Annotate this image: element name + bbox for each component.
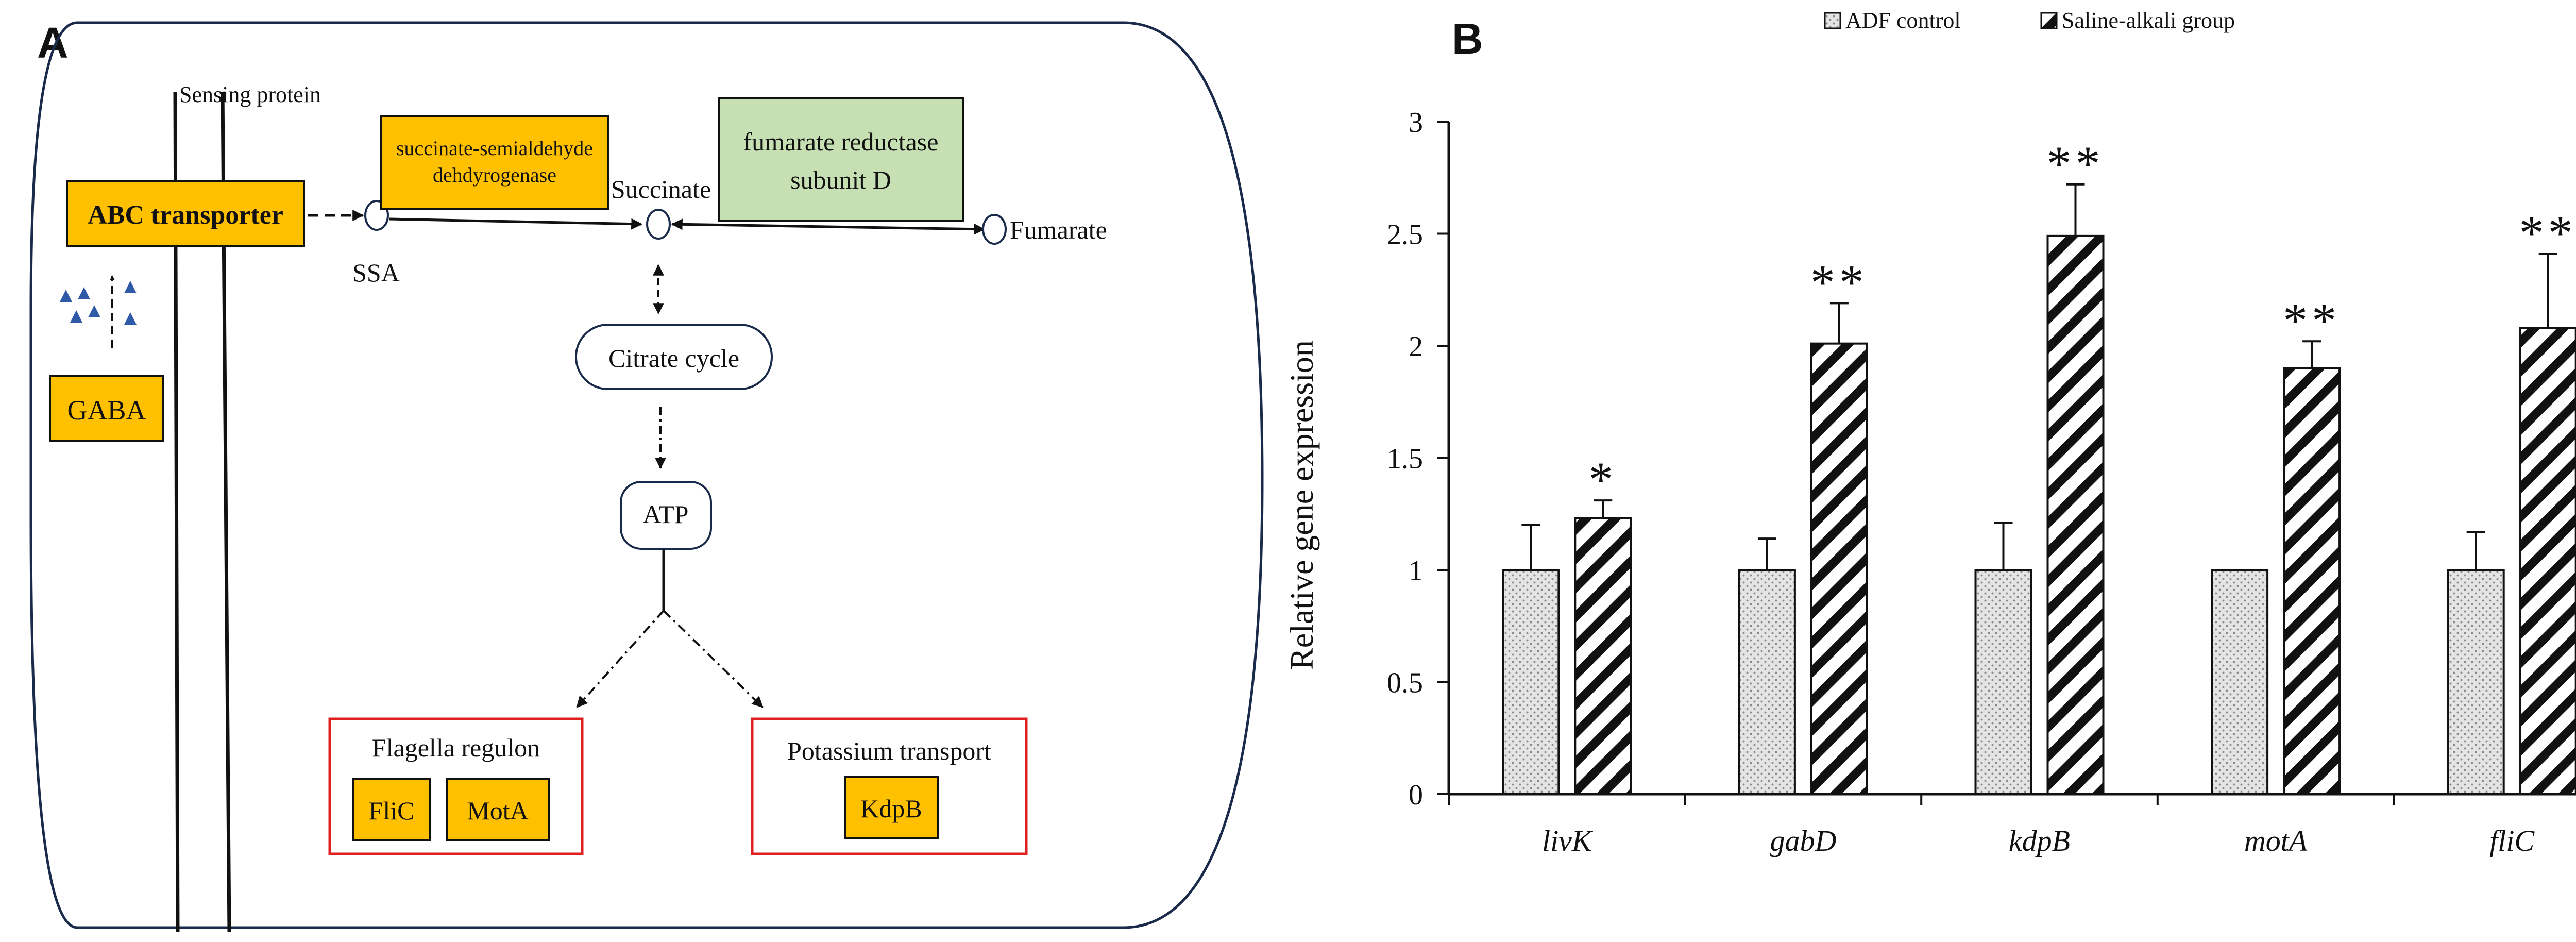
bar-treatment (2046, 234, 2105, 796)
atp-box (620, 481, 712, 550)
x-ticks: livK gabD kdpB motA fliC (1448, 794, 2535, 857)
gaba-box: GABA (49, 375, 164, 442)
significance-label: * (1588, 452, 1617, 507)
y-tick-label: 1.5 (1387, 443, 1423, 475)
significance-label: ** (2519, 206, 2576, 261)
y-axis-label: Relative gene expression (1283, 340, 1320, 670)
abc-transporter-box: ABC transporter (66, 180, 305, 247)
mota-box (446, 778, 550, 841)
x-tick-label: fliC (2489, 824, 2535, 857)
panel-b-letter: B (1452, 14, 1483, 63)
ssa-label: SSA (352, 258, 400, 287)
sensing-protein-label: Sensing protein (179, 82, 321, 107)
ssa-to-succinate-arrow (388, 217, 643, 230)
bar-control (1502, 569, 1560, 795)
y-tick-label: 2 (1409, 331, 1423, 363)
legend-swatch-treatment (2040, 12, 2058, 29)
fumarate-label: Fumarate (1010, 215, 1107, 244)
bar-control (1974, 569, 2032, 795)
y-tick-label: 2.5 (1387, 219, 1423, 251)
potassium-transport-label: Potassium transport (787, 736, 991, 765)
fumarate-reductase-label-line2: subunit D (790, 165, 891, 194)
panel-a-letter: A (37, 19, 69, 67)
mota-label: MotA (467, 796, 528, 825)
bar-treatment (1810, 342, 1868, 795)
significance-label: ** (2283, 293, 2341, 348)
panel-b: B ADF control Saline-alkali group Relati… (1283, 8, 2576, 857)
y-tick-label: 3 (1409, 107, 1423, 139)
y-tick-label: 0.5 (1387, 667, 1423, 699)
fumarate-node (982, 214, 1007, 245)
flagella-regulon-group: Flagella regulon FliC MotA (328, 717, 584, 855)
significance-label: ** (1810, 255, 1868, 310)
x-tick-label: motA (2244, 824, 2308, 857)
kdpb-box (844, 776, 939, 839)
ssadh-label-line2: dehdyrogenase (433, 163, 556, 187)
kdpb-label: KdpB (860, 794, 922, 823)
gaba-label: GABA (67, 395, 146, 426)
y-ticks: 0 0.5 1 1.5 2 2.5 3 (1387, 107, 1449, 811)
bar-control (1738, 569, 1796, 795)
atp-to-potassium-arrow (663, 610, 764, 708)
legend-swatch-control (1824, 12, 1841, 29)
ssadh-label-line1: succinate-semialdehyde (396, 137, 593, 160)
chart-legend: ADF control Saline-alkali group (1824, 8, 2235, 33)
legend-label-treatment: Saline-alkali group (2062, 8, 2235, 33)
bar-treatment (2519, 327, 2576, 795)
gaba-triangles-icon (60, 281, 137, 325)
ssadh-enzyme-box: succinate-semialdehyde dehdyrogenase (380, 115, 609, 210)
x-tick-label: kdpB (2009, 824, 2070, 857)
bar-control (2211, 569, 2269, 795)
x-tick-label: livK (1542, 824, 1594, 857)
flic-box (352, 778, 431, 841)
abc-transporter-label: ABC transporter (88, 200, 283, 230)
citrate-cycle-label: Citrate cycle (608, 344, 739, 373)
panel-a: A Sensing protein ABC transporter GABA S… (29, 19, 1264, 932)
flic-label: FliC (369, 796, 415, 825)
atp-to-flagella-arrow (576, 610, 665, 708)
bar-treatment (1574, 517, 1632, 795)
significance-label: ** (2047, 136, 2105, 191)
y-tick-label: 0 (1409, 779, 1423, 811)
bars: ********* (1502, 136, 2576, 796)
succinate-fumarate-arrow (671, 218, 986, 235)
bar-treatment (2283, 367, 2341, 795)
potassium-transport-group: Potassium transport KdpB (751, 717, 1028, 855)
atp-label: ATP (643, 500, 689, 529)
fumarate-reductase-label-line1: fumarate reductase (743, 127, 939, 156)
cell-boundary (29, 21, 1264, 929)
citrate-cycle-box (575, 324, 773, 390)
legend-label-control: ADF control (1845, 8, 1961, 33)
fumarate-reductase-box: fumarate reductase subunit D (718, 97, 964, 222)
x-tick-label: gabD (1770, 824, 1836, 857)
bar-control (2447, 569, 2505, 795)
y-tick-label: 1 (1409, 555, 1423, 587)
flagella-regulon-label: Flagella regulon (372, 733, 540, 762)
succinate-label: Succinate (611, 175, 711, 204)
succinate-node (646, 209, 671, 240)
